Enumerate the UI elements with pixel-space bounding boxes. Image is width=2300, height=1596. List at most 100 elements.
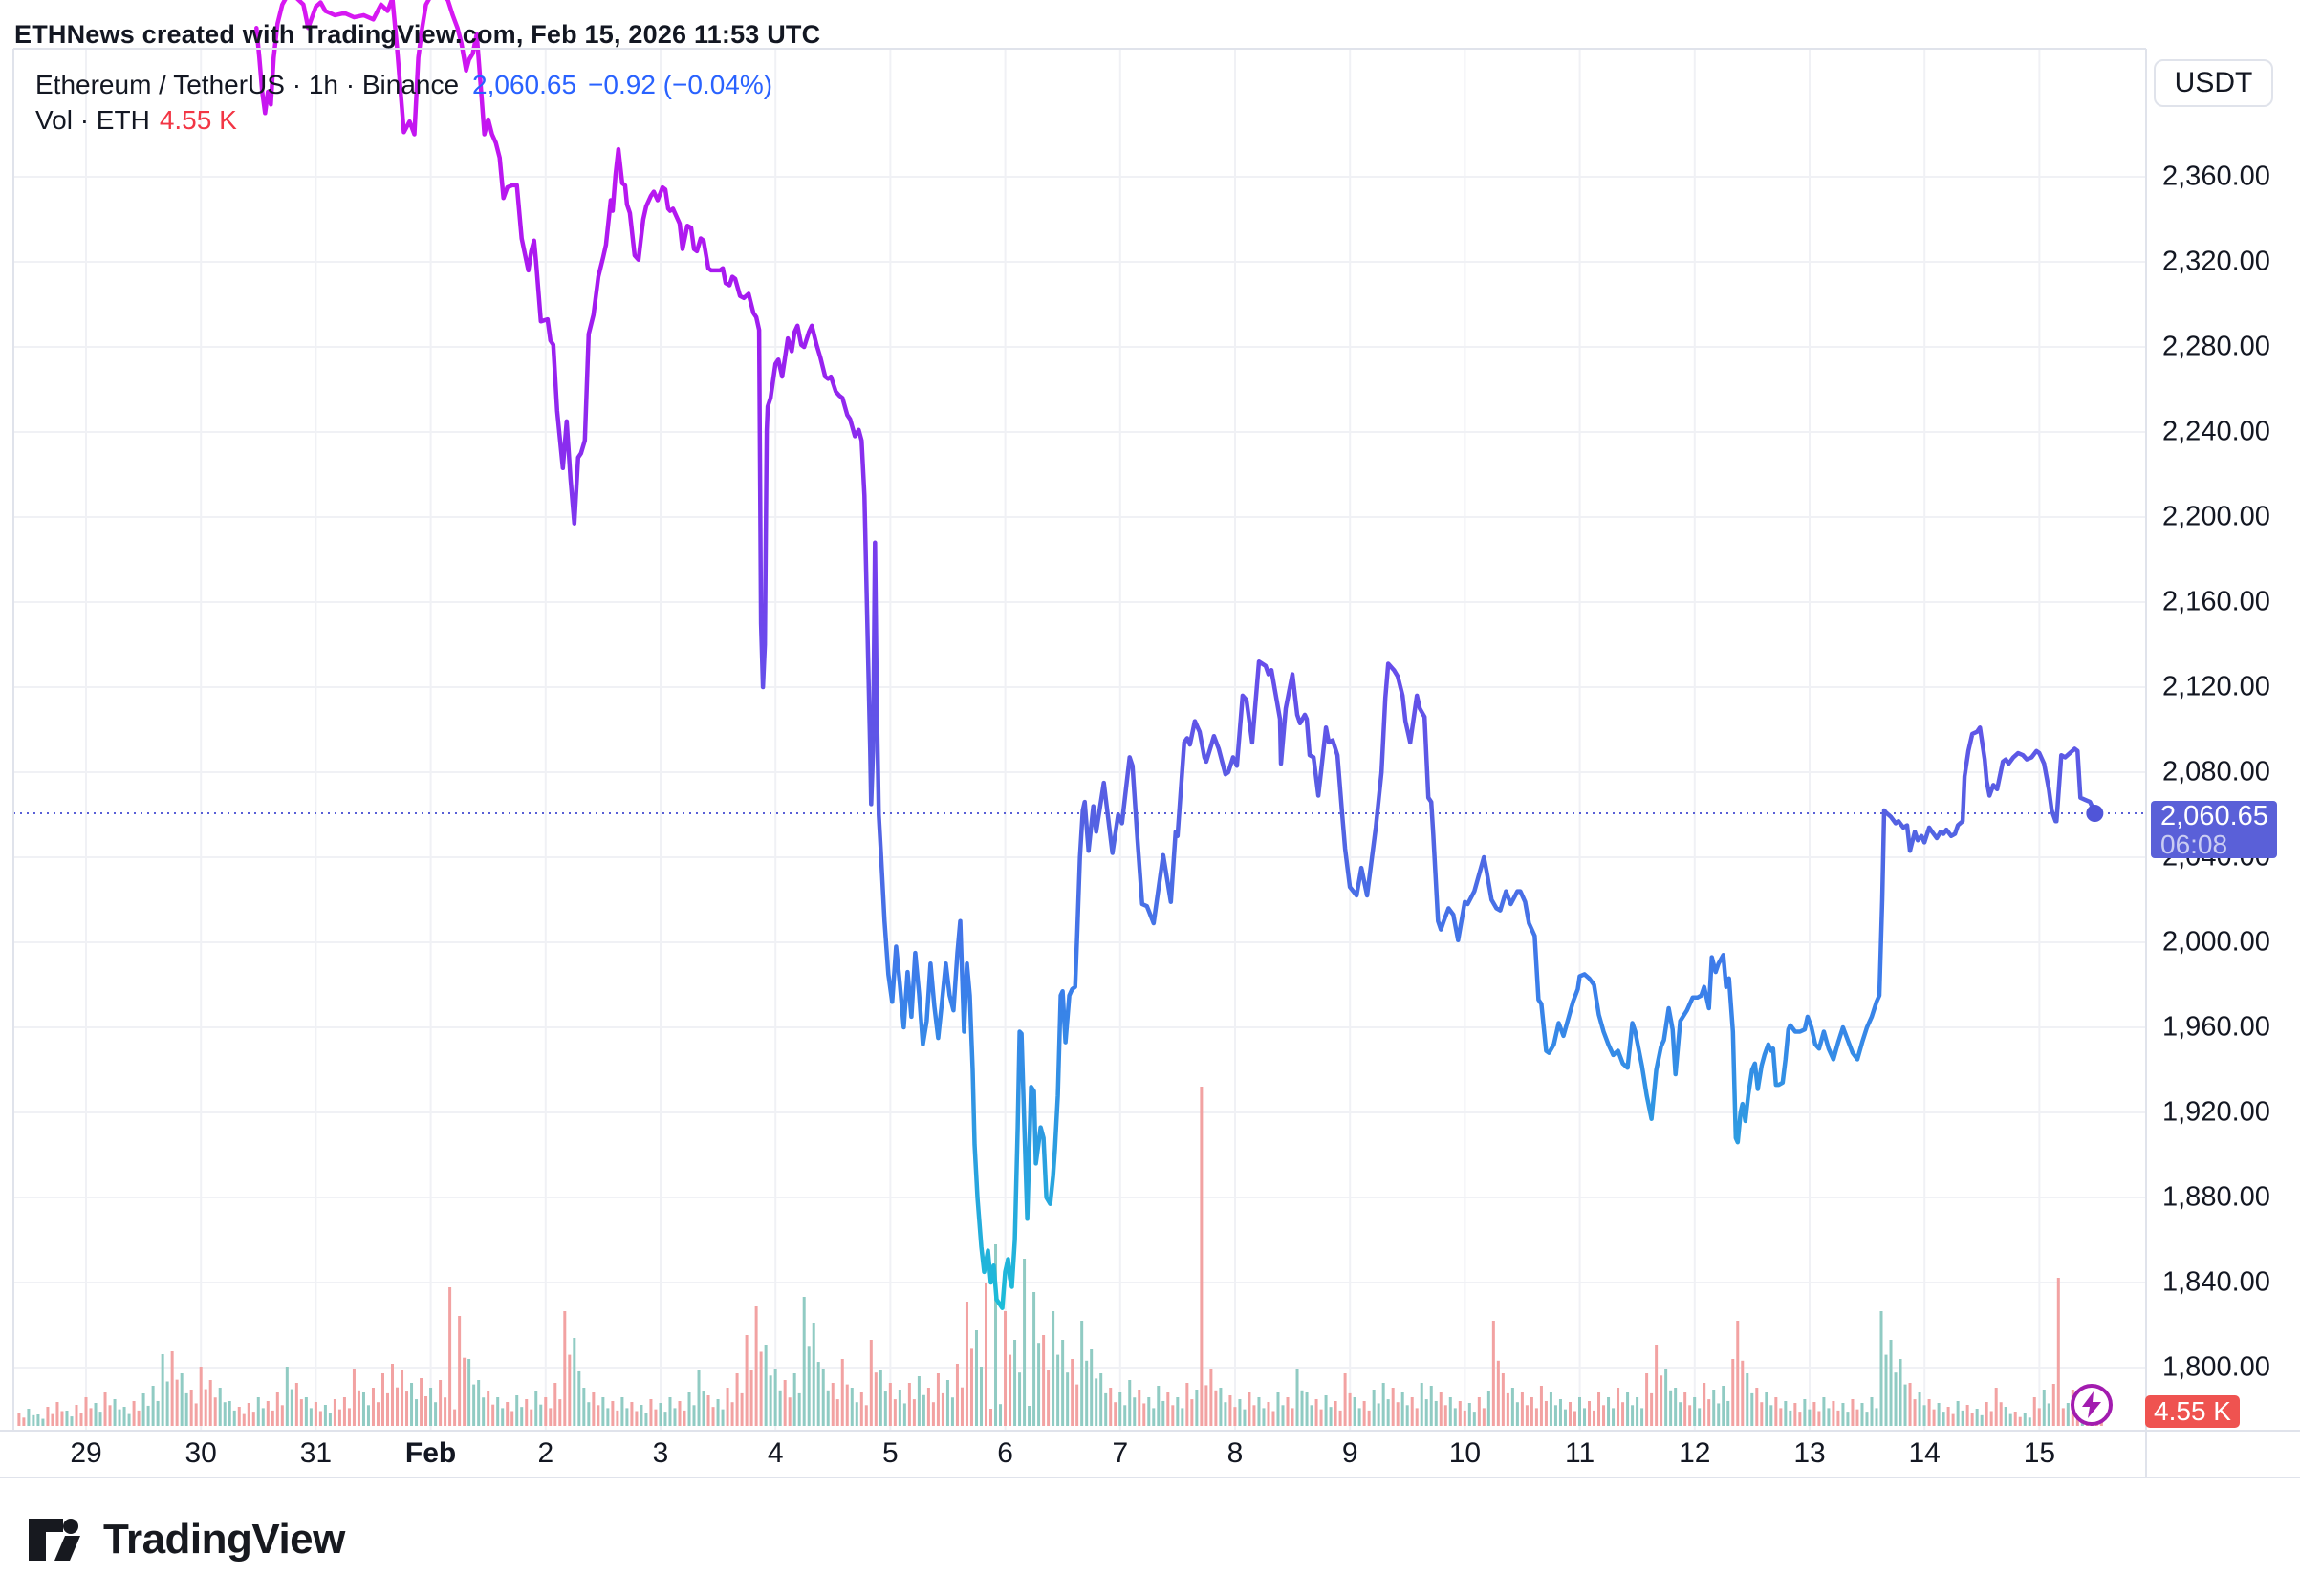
- volume-bar: [285, 1367, 289, 1426]
- volume-bar: [1176, 1397, 1180, 1426]
- volume-bar: [1808, 1409, 1812, 1426]
- volume-bar: [1190, 1399, 1194, 1426]
- volume-bar: [917, 1376, 921, 1426]
- price-tick-label: 2,360.00: [2162, 161, 2270, 192]
- volume-bar: [587, 1402, 591, 1426]
- tradingview-logo[interactable]: TradingView: [29, 1516, 345, 1564]
- volume-bar: [247, 1403, 250, 1426]
- volume-bar: [1602, 1405, 1606, 1426]
- volume-bar: [1582, 1408, 1586, 1426]
- volume-bar: [1410, 1397, 1414, 1426]
- volume-bar: [1209, 1369, 1213, 1426]
- volume-bar: [36, 1414, 40, 1426]
- volume-bar: [1334, 1401, 1337, 1426]
- volume-bar: [2004, 1407, 2007, 1426]
- price-tick-label: 1,920.00: [2162, 1096, 2270, 1128]
- volume-bar: [41, 1418, 45, 1426]
- volume-bar: [1942, 1412, 1945, 1426]
- lightning-button[interactable]: [2071, 1384, 2113, 1426]
- volume-bar: [1152, 1408, 1156, 1426]
- volume-bar: [544, 1397, 548, 1426]
- time-tick-label: 30: [184, 1437, 217, 1469]
- volume-bar: [1195, 1390, 1199, 1426]
- volume-bar: [592, 1392, 596, 1426]
- volume-bar: [950, 1397, 954, 1426]
- volume-bar: [1047, 1370, 1051, 1426]
- volume-bar: [1357, 1408, 1361, 1426]
- price-tick-label: 1,840.00: [2162, 1266, 2270, 1298]
- volume-bar: [668, 1397, 672, 1426]
- volume-bar: [721, 1409, 725, 1426]
- volume-bar: [845, 1384, 849, 1426]
- volume-bar: [1300, 1390, 1304, 1426]
- volume-bar: [1534, 1408, 1538, 1426]
- volume-bar: [1458, 1401, 1462, 1426]
- volume-bar: [850, 1388, 854, 1426]
- volume-bar: [1424, 1399, 1428, 1426]
- volume-bar: [1439, 1392, 1443, 1426]
- volume-bar: [773, 1369, 777, 1426]
- volume-bar: [673, 1408, 677, 1426]
- volume-header[interactable]: Vol · ETH 4.55 K: [35, 105, 237, 136]
- volume-bar: [2023, 1413, 2027, 1426]
- volume-bar: [835, 1399, 839, 1426]
- time-tick-label: 15: [2023, 1437, 2056, 1469]
- volume-bar: [1965, 1405, 1969, 1426]
- volume-bar: [60, 1411, 64, 1426]
- currency-toggle-button[interactable]: USDT: [2154, 59, 2273, 107]
- price-tick-label: 2,000.00: [2162, 926, 2270, 958]
- volume-bar: [678, 1401, 682, 1426]
- volume-bar: [869, 1340, 873, 1426]
- volume-bar: [1660, 1375, 1663, 1426]
- volume-bar: [22, 1417, 26, 1426]
- volume-bar: [208, 1380, 212, 1426]
- volume-bar: [802, 1297, 806, 1426]
- volume-bar: [453, 1409, 457, 1426]
- volume-bar: [1530, 1397, 1533, 1426]
- volume-bar: [51, 1413, 54, 1426]
- volume-bar: [922, 1394, 925, 1426]
- volume-bar: [1832, 1401, 1835, 1426]
- volume-bar: [1626, 1392, 1630, 1426]
- volume-bar: [1004, 1311, 1008, 1426]
- symbol-header[interactable]: Ethereum / TetherUS · 1h · Binance 2,060.…: [35, 70, 772, 100]
- time-tick-label: 31: [299, 1437, 333, 1469]
- volume-bar: [46, 1407, 50, 1426]
- volume-bar: [1664, 1369, 1668, 1426]
- volume-bar: [1679, 1402, 1682, 1426]
- volume-bar: [520, 1407, 524, 1426]
- volume-bar: [1549, 1392, 1552, 1426]
- time-tick-label: 10: [1448, 1437, 1482, 1469]
- volume-bar: [1879, 1311, 1883, 1426]
- volume-bar: [237, 1407, 241, 1426]
- volume-bar: [184, 1392, 188, 1426]
- volume-bar: [831, 1383, 835, 1426]
- volume-bar: [194, 1403, 198, 1426]
- volume-bar: [783, 1380, 787, 1426]
- volume-bar: [401, 1370, 404, 1426]
- volume-bar: [1171, 1405, 1175, 1426]
- volume-bar: [1324, 1395, 1328, 1426]
- volume-bar: [280, 1405, 284, 1426]
- header-last-price: 2,060.65: [472, 70, 577, 99]
- volume-bar: [1789, 1410, 1792, 1426]
- volume-bar: [1080, 1321, 1084, 1426]
- volume-bar: [251, 1412, 255, 1426]
- last-price-badge: 2,060.65 06:08: [2151, 801, 2277, 858]
- volume-bar: [1597, 1392, 1601, 1426]
- volume-bar: [1228, 1395, 1232, 1426]
- volume-bar: [1099, 1373, 1103, 1426]
- volume-bar: [420, 1378, 423, 1426]
- volume-bar: [558, 1399, 562, 1426]
- volume-bar: [821, 1369, 825, 1426]
- volume-bar: [797, 1392, 801, 1426]
- volume-bar: [1071, 1359, 1074, 1426]
- volume-bar: [1372, 1390, 1376, 1426]
- volume-bar: [1908, 1383, 1912, 1426]
- volume-bar: [1486, 1391, 1490, 1426]
- volume-bar: [1238, 1399, 1242, 1426]
- volume-bar: [1128, 1380, 1132, 1426]
- header-price-change: −0.92 (−0.04%): [588, 70, 773, 99]
- volume-bar: [1669, 1390, 1673, 1426]
